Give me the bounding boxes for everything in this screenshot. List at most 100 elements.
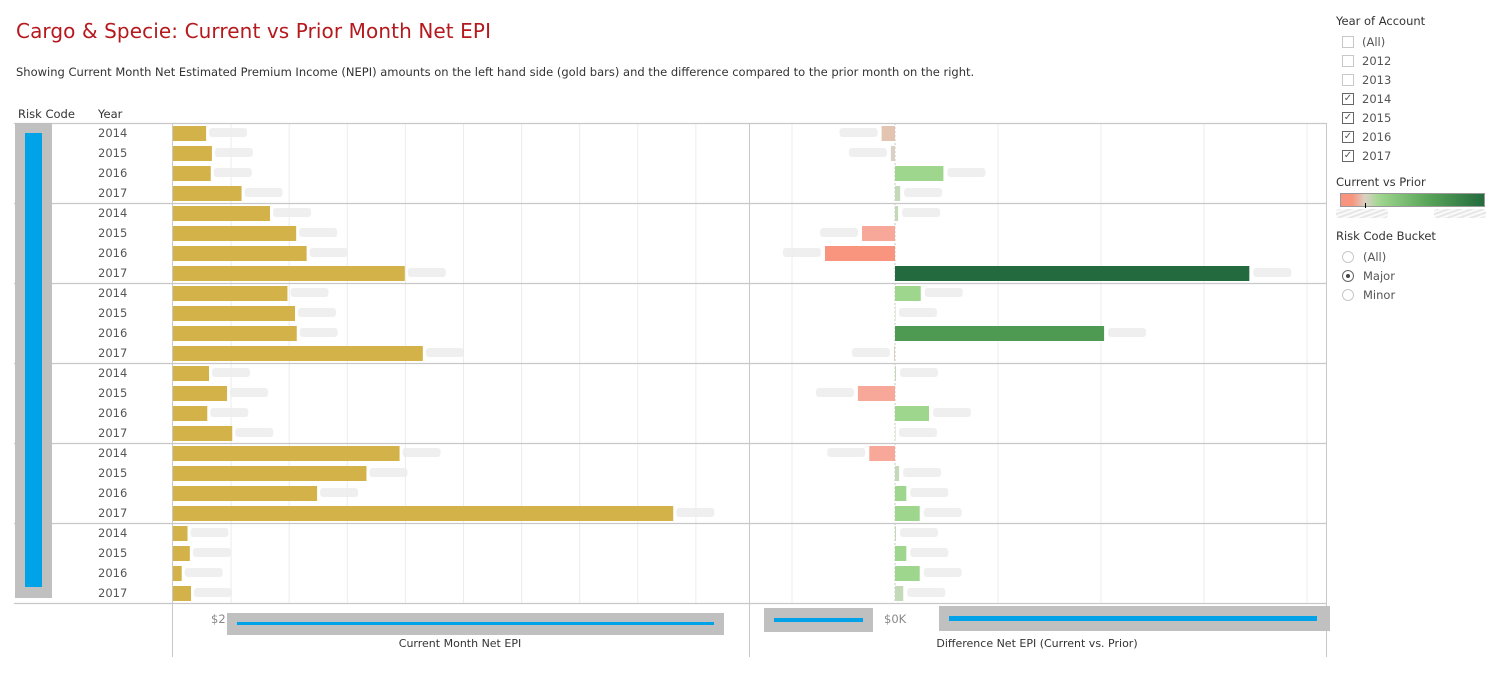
year-filter-option[interactable]: ✓ 2017 <box>1336 146 1494 165</box>
current-nepi-value-label-redacted <box>369 468 408 477</box>
year-label: 2016 <box>98 246 127 260</box>
difference-nepi-bar[interactable] <box>895 366 897 381</box>
year-filter-option[interactable]: ✓ 2015 <box>1336 108 1494 127</box>
current-nepi-bar[interactable] <box>173 266 405 281</box>
difference-nepi-bar[interactable] <box>895 466 900 481</box>
year-filter-option[interactable]: ✓ 2016 <box>1336 127 1494 146</box>
current-nepi-value-label-redacted <box>273 208 312 217</box>
year-label: 2015 <box>98 466 127 480</box>
current-nepi-bar[interactable] <box>173 166 211 181</box>
difference-nepi-bar[interactable] <box>890 146 895 161</box>
difference-nepi-bar[interactable] <box>895 406 929 421</box>
difference-nepi-bar[interactable] <box>895 326 1105 341</box>
current-nepi-value-label-redacted <box>194 588 233 597</box>
difference-nepi-bar[interactable] <box>895 506 920 521</box>
difference-nepi-bar[interactable] <box>869 446 895 461</box>
left-axis-scrollbar-thumb[interactable] <box>237 622 714 625</box>
current-nepi-bar[interactable] <box>173 446 400 461</box>
current-nepi-bar[interactable] <box>173 466 367 481</box>
risk-bucket-option[interactable]: Minor <box>1336 285 1494 304</box>
current-nepi-bar[interactable] <box>173 506 674 521</box>
difference-nepi-value-label-redacted <box>910 548 949 557</box>
dashboard-subtitle: Showing Current Month Net Estimated Prem… <box>16 65 975 79</box>
current-nepi-bar[interactable] <box>173 226 297 241</box>
year-label: 2014 <box>98 286 127 300</box>
checkbox-checked-icon[interactable]: ✓ <box>1342 149 1354 162</box>
checkbox-unchecked-icon[interactable] <box>1342 35 1354 48</box>
checkbox-unchecked-icon[interactable] <box>1342 73 1354 86</box>
current-nepi-bar[interactable] <box>173 186 242 201</box>
difference-nepi-bar[interactable] <box>895 206 899 221</box>
checkbox-checked-icon[interactable]: ✓ <box>1342 92 1354 105</box>
difference-nepi-bar[interactable] <box>895 286 921 301</box>
legend-max-label-redacted <box>1434 209 1486 218</box>
difference-nepi-value-label-redacted <box>839 128 878 137</box>
current-nepi-bar[interactable] <box>173 546 190 561</box>
checkbox-unchecked-icon[interactable] <box>1342 54 1354 67</box>
year-label: 2014 <box>98 126 127 140</box>
checkbox-checked-icon[interactable]: ✓ <box>1342 130 1354 143</box>
year-label: 2016 <box>98 486 127 500</box>
current-nepi-bar[interactable] <box>173 306 296 321</box>
difference-nepi-bar[interactable] <box>895 546 907 561</box>
current-nepi-bar[interactable] <box>173 286 288 301</box>
year-label: 2015 <box>98 386 127 400</box>
current-nepi-bar[interactable] <box>173 326 297 341</box>
current-nepi-bar[interactable] <box>173 206 271 221</box>
year-label: 2017 <box>98 586 127 600</box>
current-nepi-bar[interactable] <box>173 406 208 421</box>
difference-nepi-bar[interactable] <box>895 586 904 601</box>
year-filter-option[interactable]: 2012 <box>1336 51 1494 70</box>
year-filter-label: 2013 <box>1362 72 1392 87</box>
difference-nepi-bar[interactable] <box>895 426 896 441</box>
difference-nepi-value-label-redacted <box>827 448 866 457</box>
checkbox-checked-icon[interactable]: ✓ <box>1342 111 1354 124</box>
year-filter-option[interactable]: (All) <box>1336 32 1494 51</box>
current-nepi-bar[interactable] <box>173 146 212 161</box>
current-nepi-value-label-redacted <box>676 508 715 517</box>
difference-nepi-bar[interactable] <box>893 346 895 361</box>
radio-unselected-icon[interactable] <box>1342 288 1354 301</box>
right-axis-tick: $0K <box>884 612 907 626</box>
current-nepi-bar[interactable] <box>173 486 318 501</box>
year-of-account-filter: (All) 2012 2013 ✓ 2014 ✓ 2015 ✓ 2016 ✓ 2017 <box>1336 32 1494 165</box>
current-nepi-bar[interactable] <box>173 566 182 581</box>
year-label: 2015 <box>98 226 127 240</box>
year-filter-option[interactable]: ✓ 2014 <box>1336 89 1494 108</box>
year-label: 2015 <box>98 546 127 560</box>
difference-nepi-bar[interactable] <box>862 226 895 241</box>
year-label: 2017 <box>98 426 127 440</box>
difference-nepi-bar[interactable] <box>895 566 920 581</box>
right-axis-scrollbar-right-thumb[interactable] <box>949 616 1317 621</box>
year-label: 2017 <box>98 346 127 360</box>
year-label: 2014 <box>98 526 127 540</box>
current-nepi-bar[interactable] <box>173 526 188 541</box>
difference-nepi-value-label-redacted <box>923 508 962 517</box>
difference-nepi-bar[interactable] <box>881 126 895 141</box>
risk-bucket-option[interactable]: Major <box>1336 266 1494 285</box>
current-nepi-bar[interactable] <box>173 246 307 261</box>
current-nepi-bar[interactable] <box>173 386 228 401</box>
difference-nepi-value-label-redacted <box>899 428 937 437</box>
difference-nepi-bar[interactable] <box>895 166 944 181</box>
year-filter-option[interactable]: 2013 <box>1336 70 1494 89</box>
difference-nepi-bar[interactable] <box>895 186 901 201</box>
current-nepi-bar[interactable] <box>173 586 192 601</box>
radio-selected-icon[interactable] <box>1342 269 1354 282</box>
difference-nepi-bar[interactable] <box>895 486 907 501</box>
current-nepi-bar[interactable] <box>173 366 210 381</box>
radio-unselected-icon[interactable] <box>1342 250 1354 263</box>
year-label: 2016 <box>98 326 127 340</box>
difference-nepi-bar[interactable] <box>895 306 896 321</box>
current-nepi-bar[interactable] <box>173 346 423 361</box>
difference-nepi-bar[interactable] <box>895 526 897 541</box>
risk-bucket-option[interactable]: (All) <box>1336 247 1494 266</box>
right-axis-scrollbar-left-thumb[interactable] <box>774 618 863 622</box>
difference-nepi-bar[interactable] <box>857 386 895 401</box>
risk-code-scrollbar-thumb[interactable] <box>25 133 42 587</box>
difference-nepi-bar[interactable] <box>895 266 1250 281</box>
difference-nepi-bar[interactable] <box>824 246 895 261</box>
current-nepi-bar[interactable] <box>173 126 207 141</box>
year-filter-label: 2014 <box>1362 91 1392 106</box>
current-nepi-bar[interactable] <box>173 426 233 441</box>
